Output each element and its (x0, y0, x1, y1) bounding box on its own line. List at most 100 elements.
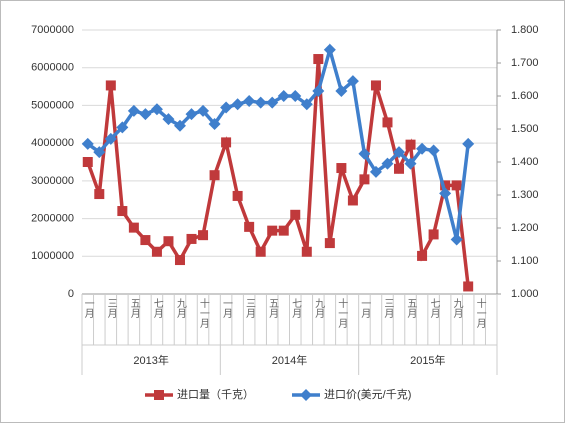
legend-marker (300, 389, 312, 401)
marker (197, 104, 210, 117)
y-tick-label: 4000000 (31, 137, 74, 149)
y-tick-label: 2000000 (31, 212, 74, 224)
y2-tick-label: 1.100 (511, 255, 539, 267)
marker (244, 221, 255, 232)
marker (163, 236, 174, 247)
marker (267, 225, 278, 236)
x-tick-label: 一月 (82, 298, 94, 319)
y2-tick-label: 1.200 (511, 222, 539, 234)
marker (359, 174, 370, 185)
marker (104, 132, 117, 145)
group-label: 2015年 (410, 353, 445, 367)
marker (336, 163, 347, 174)
marker (221, 137, 232, 148)
marker (209, 170, 220, 181)
marker (82, 157, 93, 167)
marker (358, 147, 371, 160)
marker (105, 80, 116, 91)
marker (162, 113, 175, 126)
marker (405, 139, 416, 150)
y2-tick-label: 1.000 (511, 288, 539, 300)
marker (150, 103, 163, 116)
x-tick-label: 七月 (151, 298, 163, 319)
series-line (86, 43, 470, 240)
marker (427, 144, 440, 157)
legend-marker (154, 390, 164, 400)
y2-tick-label: 1.300 (511, 189, 539, 201)
y-tick-label: 1000000 (31, 250, 74, 262)
marker (81, 137, 94, 150)
marker (312, 85, 325, 98)
y-tick-label: 6000000 (31, 62, 74, 74)
marker (440, 180, 451, 191)
marker (93, 146, 106, 159)
legend-label: 进口价(美元/千克) (324, 388, 411, 401)
marker (127, 104, 140, 117)
x-tick-label: 三月 (244, 298, 256, 319)
marker (186, 233, 197, 244)
marker (198, 230, 209, 241)
marker (323, 43, 336, 56)
marker (277, 90, 290, 102)
marker (174, 255, 185, 266)
x-tick-label: 一月 (220, 298, 232, 319)
x-tick-label: 九月 (313, 298, 325, 319)
marker (416, 142, 429, 155)
marker (369, 165, 382, 178)
x-tick-label: 七月 (428, 298, 440, 319)
marker (370, 80, 381, 91)
y2-tick-label: 1.500 (511, 123, 539, 135)
x-tick-label: 五月 (267, 298, 279, 319)
marker (451, 180, 462, 191)
marker (335, 85, 348, 98)
marker (232, 190, 243, 201)
y-tick-label: 7000000 (31, 24, 74, 36)
marker (300, 98, 313, 111)
y2-tick-label: 1.600 (511, 90, 539, 102)
marker (128, 222, 139, 233)
marker (290, 209, 301, 220)
x-tick-label: 九月 (451, 298, 463, 319)
marker (417, 250, 428, 261)
legend-label: 进口量（千克） (177, 388, 254, 401)
x-tick-label: 七月 (290, 298, 302, 319)
marker (381, 157, 394, 170)
marker (313, 54, 324, 65)
marker (324, 238, 335, 249)
marker (255, 246, 266, 257)
x-tick-label: 五月 (405, 298, 417, 319)
marker (428, 229, 439, 240)
marker (462, 137, 475, 150)
marker (254, 96, 267, 109)
marker (243, 94, 256, 107)
marker (463, 281, 474, 292)
marker (116, 121, 129, 134)
marker (139, 108, 152, 121)
y-tick-label: 3000000 (31, 175, 74, 187)
group-label: 2013年 (133, 353, 168, 367)
marker (185, 108, 198, 121)
marker (173, 119, 186, 132)
marker (231, 98, 244, 111)
marker (208, 118, 221, 131)
x-tick-label: 五月 (128, 298, 140, 319)
x-tick-label: 三月 (105, 298, 117, 319)
marker (346, 75, 359, 88)
marker (94, 189, 105, 200)
y2-tick-label: 1.700 (511, 57, 539, 69)
marker (393, 146, 406, 159)
marker (220, 101, 233, 114)
marker (140, 235, 151, 246)
y2-tick-label: 1.800 (511, 24, 539, 36)
x-tick-label: 九月 (174, 298, 186, 319)
x-tick-label: 十一月 (336, 297, 348, 329)
x-tick-label: 十一月 (474, 297, 486, 329)
marker (439, 187, 452, 200)
marker (301, 246, 312, 257)
marker (289, 90, 302, 102)
marker (151, 246, 162, 257)
y-tick-label: 0 (68, 288, 74, 300)
x-tick-label: 一月 (359, 298, 371, 319)
